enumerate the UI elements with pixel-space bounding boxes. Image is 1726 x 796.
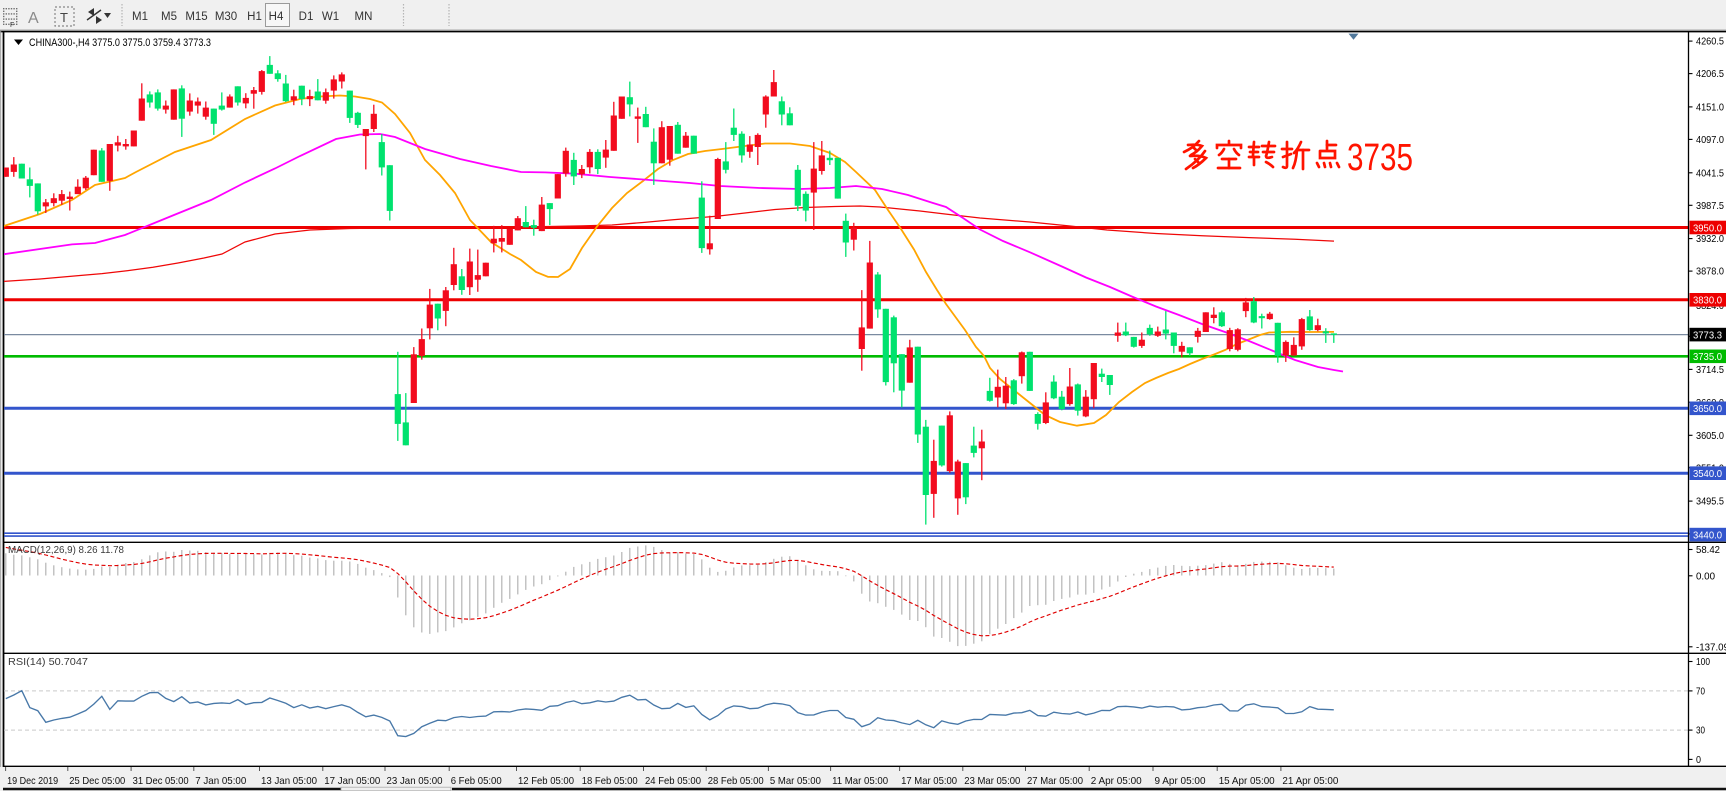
svg-text:30: 30: [1696, 725, 1705, 737]
svg-text:3773.3: 3773.3: [1693, 329, 1722, 341]
svg-text:3987.5: 3987.5: [1696, 200, 1724, 212]
svg-text:17 Mar 05:00: 17 Mar 05:00: [901, 775, 957, 787]
svg-text:3605.0: 3605.0: [1696, 430, 1724, 442]
svg-text:9 Apr 05:00: 9 Apr 05:00: [1155, 775, 1206, 787]
svg-text:0.00: 0.00: [1696, 570, 1715, 582]
svg-text:3950.0: 3950.0: [1693, 222, 1722, 234]
svg-text:3735: 3735: [1347, 137, 1413, 179]
svg-text:3714.5: 3714.5: [1696, 364, 1724, 376]
svg-text:24 Feb 05:00: 24 Feb 05:00: [645, 775, 701, 787]
svg-text:4151.0: 4151.0: [1696, 102, 1724, 114]
svg-text:F: F: [10, 22, 14, 29]
svg-text:11 Mar 05:00: 11 Mar 05:00: [832, 775, 888, 787]
svg-text:M15: M15: [185, 11, 207, 23]
svg-text:MN: MN: [355, 11, 373, 23]
svg-text:28 Feb 05:00: 28 Feb 05:00: [708, 775, 764, 787]
svg-text:13 Jan 05:00: 13 Jan 05:00: [261, 775, 317, 787]
svg-text:M5: M5: [161, 11, 177, 23]
svg-text:23 Mar 05:00: 23 Mar 05:00: [964, 775, 1020, 787]
svg-text:3830.0: 3830.0: [1693, 295, 1722, 307]
svg-text:RSI(14) 50.7047: RSI(14) 50.7047: [8, 656, 88, 668]
svg-text:6 Feb 05:00: 6 Feb 05:00: [451, 775, 502, 787]
svg-text:100: 100: [1696, 656, 1710, 668]
svg-text:3440.0: 3440.0: [1693, 529, 1722, 541]
svg-text:25 Dec 05:00: 25 Dec 05:00: [69, 775, 125, 787]
svg-text:23 Jan 05:00: 23 Jan 05:00: [387, 775, 443, 787]
svg-text:3878.0: 3878.0: [1696, 266, 1724, 278]
svg-text:18 Feb 05:00: 18 Feb 05:00: [582, 775, 638, 787]
svg-text:4097.0: 4097.0: [1696, 134, 1724, 146]
svg-text:7 Jan 05:00: 7 Jan 05:00: [195, 775, 246, 787]
svg-text:MACD(12,26,9) 8.26 11.78: MACD(12,26,9) 8.26 11.78: [8, 544, 124, 556]
svg-text:M1: M1: [132, 11, 148, 23]
svg-text:M30: M30: [215, 11, 237, 23]
svg-text:-137.09: -137.09: [1696, 641, 1726, 653]
svg-text:W1: W1: [322, 11, 339, 23]
svg-text:3495.5: 3495.5: [1696, 496, 1724, 508]
svg-text:12 Feb 05:00: 12 Feb 05:00: [518, 775, 574, 787]
svg-text:T: T: [60, 10, 68, 25]
svg-text:3540.0: 3540.0: [1693, 468, 1722, 480]
svg-text:5 Mar 05:00: 5 Mar 05:00: [770, 775, 821, 787]
svg-text:3932.0: 3932.0: [1696, 233, 1724, 245]
svg-text:D1: D1: [299, 11, 314, 23]
svg-text:58.42: 58.42: [1696, 544, 1720, 556]
svg-text:H1: H1: [247, 11, 262, 23]
svg-text:17 Jan 05:00: 17 Jan 05:00: [324, 775, 380, 787]
svg-text:31 Dec 05:00: 31 Dec 05:00: [133, 775, 189, 787]
svg-text:3735.0: 3735.0: [1693, 351, 1722, 363]
svg-text:27 Mar 05:00: 27 Mar 05:00: [1027, 775, 1083, 787]
svg-text:2 Apr 05:00: 2 Apr 05:00: [1091, 775, 1142, 787]
svg-text:21 Apr 05:00: 21 Apr 05:00: [1282, 775, 1338, 787]
svg-text:15 Apr 05:00: 15 Apr 05:00: [1219, 775, 1275, 787]
svg-text:A: A: [28, 10, 39, 27]
svg-text:CHINA300-,H4 3775.0 3775.0 37: CHINA300-,H4 3775.0 3775.0 3759.4 3773.3: [29, 37, 211, 49]
svg-text:0: 0: [1696, 754, 1701, 766]
svg-text:70: 70: [1696, 686, 1705, 698]
svg-text:19 Dec 2019: 19 Dec 2019: [7, 775, 58, 787]
svg-text:H4: H4: [269, 11, 284, 23]
svg-text:3650.0: 3650.0: [1693, 403, 1722, 415]
svg-text:4260.5: 4260.5: [1696, 36, 1724, 48]
svg-text:4206.5: 4206.5: [1696, 68, 1724, 80]
svg-text:4041.5: 4041.5: [1696, 167, 1724, 179]
